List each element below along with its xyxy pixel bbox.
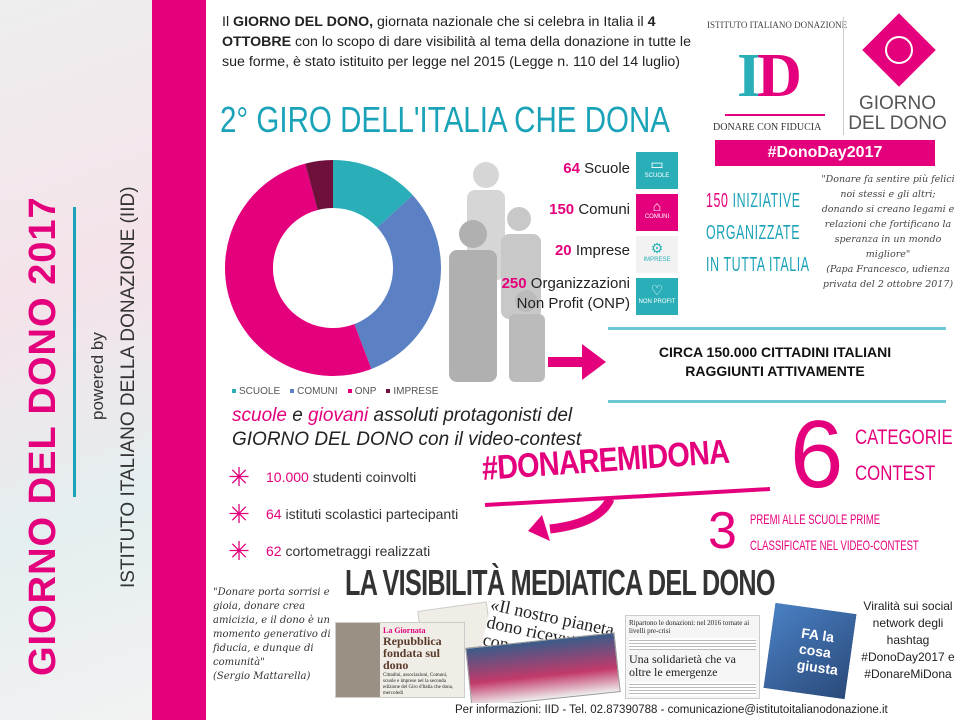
iid-logo: IDID [737,42,802,110]
dono-day-hashtag: #DonoDay2017 [715,140,935,166]
prizes-number: 3 [708,502,737,560]
iid-arc-text: ISTITUTO ITALIANO DONAZIONE [707,20,848,30]
donut-slice-scuole [333,160,413,228]
papa-quote: "Donare fa sentire più felici noi stessi… [821,174,955,290]
bullet-item: ✳ 10.000 studenti coinvolti [228,462,417,492]
stat-imprese: 20 Imprese [554,242,630,259]
divider-line [73,207,76,497]
stat-scuole: 64 Scuole [563,160,630,177]
curved-arrow-icon [484,487,771,541]
footer-contact: Per informazioni: IID - Tel. 02.87390788… [455,703,888,717]
citizens-reached: CIRCA 150.000 CITTADINI ITALIANI RAGGIUNT… [658,344,892,379]
powered-by: powered by [88,332,107,420]
prizes-label: PREMI ALLE SCUOLE PRIME CLASSIFICATE NEL … [750,511,919,553]
asterisk-icon: ✳ [228,462,250,492]
stats-list: 64 Scuole 150 Comuni 20 Imprese 250 Orga… [500,156,630,316]
legend-swatch [290,389,295,394]
stat-onp: 250 Organizzazioni Non Profit (ONP) [501,275,630,312]
logo-rule [725,114,825,116]
categories-number: 6 [790,401,844,508]
giorno-del-dono-logo-text: GIORNO DEL DONO [848,93,947,134]
bullet-item: ✳ 62 cortometraggi realizzati [228,536,431,566]
donut-chart [225,160,442,376]
institute-name: ISTITUTO ITALIANO DELLA DONAZIONE (IID) [118,186,139,588]
media-title: LA VISIBILITÀ MEDIATICA DEL DONO [345,562,775,603]
bullet-item: ✳ 64 istituti scolastici partecipanti [228,499,459,529]
building-icon: ⌂ COMUNI [636,194,678,231]
legend-item-comuni: COMUNI [290,386,338,397]
asterisk-icon: ✳ [228,536,250,566]
heart-icon: ♡ NON PROFIT [636,278,678,315]
legend-swatch [347,389,352,394]
donut-slice-comuni [354,195,442,369]
pink-band [152,0,206,720]
people-icon [445,162,565,382]
chart-legend: SCUOLE COMUNI ONP IMPRESE [232,386,438,397]
sidebar-background [0,0,152,720]
legend-swatch [232,389,236,394]
divider-line [608,400,946,403]
arrow-right-icon [548,344,606,380]
categories-label: CATEGORIE CONTEST [855,426,953,485]
legend-swatch [386,389,391,394]
legend-item-scuole: SCUOLE [232,386,280,397]
book-icon: ▭ SCUOLE [636,152,678,189]
gears-icon: ⚙ IMPRESE [636,236,678,273]
photo [336,623,380,697]
news-clipping: Ripartono le donazioni: nel 2016 tornate… [625,615,760,699]
mattarella-quote: "Donare porta sorrisi e gioia, donare cr… [213,587,331,682]
sidebar-title: GIORNO DEL DONO 2017 [22,196,64,676]
iid-tagline: DONARE CON FIDUCIA [713,122,822,133]
logo-divider [843,17,844,135]
logo-block: ISTITUTO ITALIANO DONAZIONE IDID DONARE … [705,12,950,166]
giro-title: 2° GIRO DELL'ITALIA CHE DONA [220,99,670,140]
news-clipping-repubblica: La Giornata Repubblica fondata sul dono Ci… [335,622,465,698]
viral-text: Viralità sui social network degli hashta… [861,599,955,681]
intro-text: Il GIORNO DEL DONO, giornata nazionale c… [222,14,691,70]
giorno-del-dono-diamond-icon [862,13,936,87]
legend-item-imprese: IMPRESE [386,386,438,397]
contest-heading: scuole e giovani assoluti protagonisti d… [232,405,582,450]
iniziative-text: 150 INIZIATIVE ORGANIZZATE IN TUTTA ITALIA [706,190,810,276]
asterisk-icon: ✳ [228,499,250,529]
tv-screenshot-fa-la-cosa-giusta: FA la cosa giusta [761,600,859,702]
stat-comuni: 150 Comuni [549,201,630,218]
donut-slice-onp [225,163,372,376]
donut-slice-imprese [305,160,333,211]
legend-item-onp: ONP [347,386,376,397]
divider-line [608,327,946,330]
